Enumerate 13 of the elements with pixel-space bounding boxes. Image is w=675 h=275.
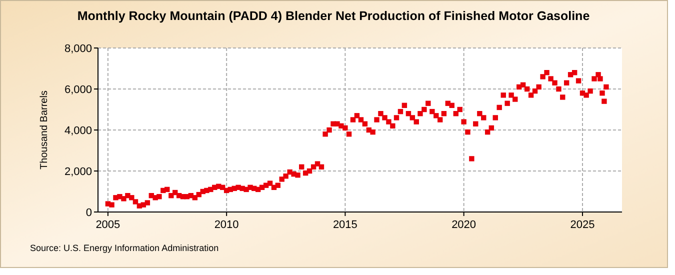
source-note: Source: U.S. Energy Information Administration: [30, 243, 219, 253]
y-tick-label: 2,000: [64, 166, 92, 178]
x-tick-label: 2025: [570, 219, 595, 231]
x-tick-label: 2020: [452, 219, 476, 231]
y-tick-label: 4,000: [64, 125, 92, 137]
y-tick-label: 6,000: [64, 84, 92, 96]
y-tick-label: 0: [86, 207, 92, 219]
x-tick-label: 2015: [332, 219, 358, 231]
y-tick-label: 8,000: [64, 43, 92, 55]
x-tick-label: 2010: [214, 219, 239, 231]
chart-title: Monthly Rocky Mountain (PADD 4) Blender Net Production of Finished Motor Gasoline: [77, 9, 590, 23]
y-axis-title: Thousand Barrels: [39, 90, 50, 170]
x-tick-label: 2005: [96, 219, 120, 231]
